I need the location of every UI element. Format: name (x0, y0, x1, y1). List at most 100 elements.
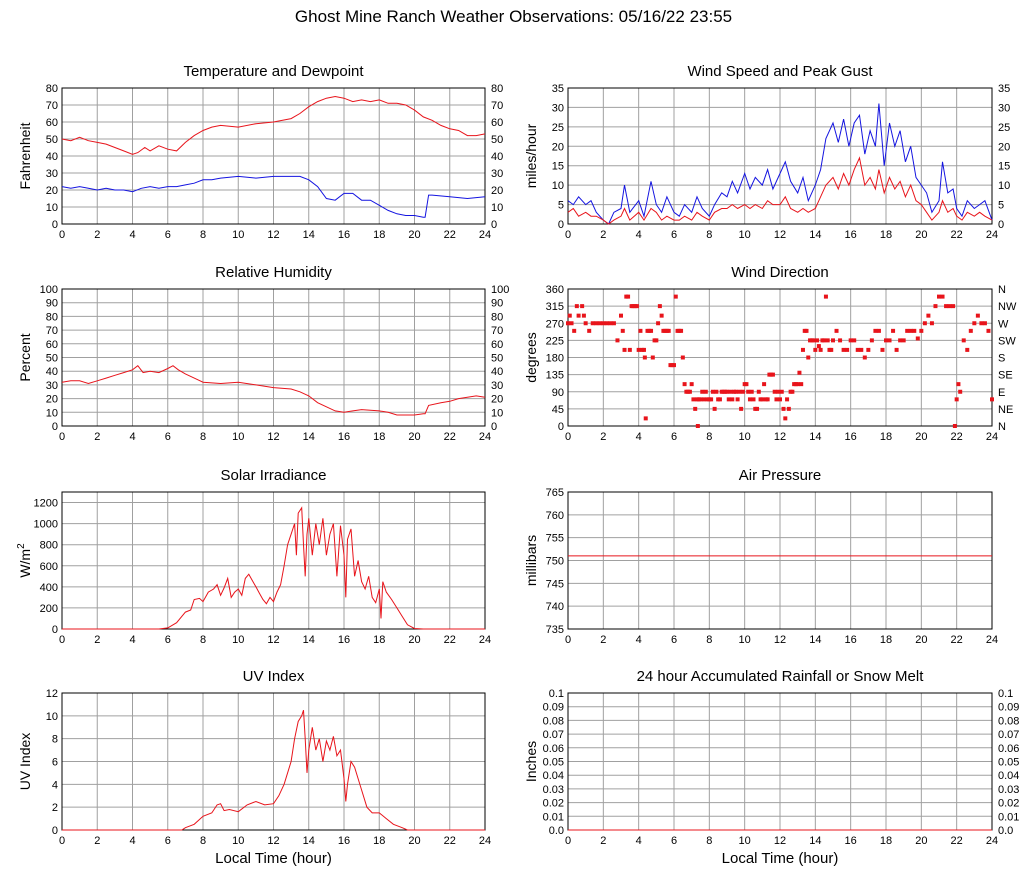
data-point (710, 389, 715, 394)
data-point (672, 363, 676, 368)
data-point (951, 304, 956, 309)
x-tick-label: 22 (444, 431, 456, 443)
y-tick-label: 50 (46, 353, 58, 365)
x-tick-label: 12 (774, 835, 786, 847)
x-tick-label: 0 (565, 835, 571, 847)
x-tick-label: 24 (479, 229, 491, 241)
data-point (700, 389, 705, 394)
data-point (638, 328, 643, 333)
data-point (823, 294, 828, 299)
y-tick-label-right: 100 (491, 284, 509, 296)
x-tick-label: 22 (951, 634, 963, 646)
data-point (622, 347, 627, 352)
y-tick-label: 15 (552, 161, 564, 173)
y-tick-label: 40 (46, 366, 58, 378)
y-axis-label: miles/hour (523, 123, 539, 188)
x-tick-label: 20 (408, 835, 420, 847)
chart-title: Relative Humidity (215, 264, 332, 281)
x-tick-label: 18 (373, 634, 385, 646)
plot-frame (61, 491, 486, 630)
y-tick-label: 750 (546, 556, 564, 568)
data-point (666, 328, 671, 333)
x-tick-label: 10 (232, 634, 244, 646)
plot-frame (567, 491, 993, 630)
data-point (816, 344, 821, 349)
x-tick-label: 24 (986, 634, 998, 646)
y-tick-label: 0.07 (543, 729, 564, 741)
x-tick-label: 14 (809, 835, 821, 847)
data-point (781, 406, 786, 411)
y-tick-label: 745 (546, 578, 564, 590)
chart-rain: 24 hour Accumulated Rainfall or Snow Mel… (523, 668, 1019, 867)
x-axis-label: Local Time (hour) (722, 850, 839, 867)
y-tick-label: 0.04 (543, 770, 564, 782)
y-tick-label: 10 (46, 202, 58, 214)
data-point (905, 328, 910, 333)
y-tick-label: 5 (558, 200, 564, 212)
y-tick-label: 25 (552, 122, 564, 134)
y-tick-label: 90 (46, 298, 58, 310)
data-point (636, 347, 641, 352)
data-point (626, 294, 631, 299)
x-tick-label: 4 (636, 835, 642, 847)
x-tick-label: 16 (338, 431, 350, 443)
data-point (682, 382, 687, 387)
y-tick-label-right: NW (998, 301, 1017, 313)
data-point (583, 321, 588, 326)
data-point (898, 338, 903, 343)
data-point (968, 328, 973, 333)
x-tick-label: 8 (706, 835, 712, 847)
y-axis-label: W/m2 (16, 543, 33, 578)
data-point (659, 313, 664, 318)
plot-frame (61, 692, 486, 831)
y-tick-label-right: 20 (491, 185, 503, 197)
x-tick-label: 8 (200, 835, 206, 847)
data-point (772, 389, 777, 394)
series-line-blue (61, 175, 486, 218)
x-tick-label: 16 (845, 431, 857, 443)
y-tick-label-right: 80 (491, 83, 503, 95)
y-tick-label-right: NE (998, 404, 1013, 416)
data-point (749, 389, 754, 394)
x-tick-label: 16 (338, 229, 350, 241)
data-point (654, 338, 659, 343)
y-axis-label: Percent (17, 333, 33, 381)
x-tick-label: 6 (671, 431, 677, 443)
x-tick-label: 2 (94, 835, 100, 847)
x-tick-label: 22 (951, 431, 963, 443)
y-tick-label-right: 30 (998, 102, 1010, 114)
data-point (762, 382, 767, 387)
data-point (829, 347, 834, 352)
y-tick-label: 0 (52, 219, 58, 231)
x-tick-label: 12 (267, 634, 279, 646)
y-tick-label-right: 0.1 (998, 688, 1013, 700)
y-tick-label-right: SW (998, 335, 1016, 347)
y-tick-label-right: 60 (491, 117, 503, 129)
y-tick-label-right: 0.09 (998, 702, 1019, 714)
y-tick-label-right: 0 (491, 219, 497, 231)
data-point (952, 424, 957, 428)
data-point (806, 355, 811, 360)
x-tick-label: 10 (739, 634, 751, 646)
series-line-blue (567, 103, 993, 225)
x-tick-label: 14 (809, 634, 821, 646)
y-tick-label: 30 (552, 102, 564, 114)
y-tick-label-right: 0.01 (998, 811, 1019, 823)
x-tick-label: 22 (444, 835, 456, 847)
y-tick-label: 225 (546, 335, 564, 347)
y-tick-label: 30 (46, 380, 58, 392)
y-tick-label: 8 (52, 734, 58, 746)
x-tick-label: 4 (129, 431, 135, 443)
data-point (746, 389, 751, 394)
y-tick-label-right: 20 (491, 394, 503, 406)
y-tick-label-right: 10 (491, 407, 503, 419)
data-point (576, 313, 581, 318)
chart-title: Wind Speed and Peak Gust (687, 63, 873, 80)
y-tick-label-right: N (998, 421, 1006, 433)
x-tick-label: 8 (200, 634, 206, 646)
x-tick-label: 8 (200, 229, 206, 241)
data-point (779, 389, 784, 394)
x-tick-label: 24 (986, 229, 998, 241)
chart-title: UV Index (243, 668, 305, 685)
